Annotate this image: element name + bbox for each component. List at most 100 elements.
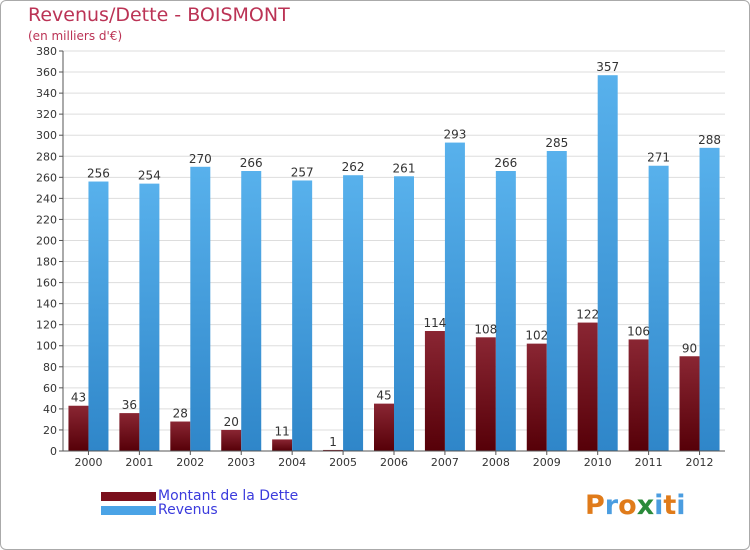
- debt-bar: [424, 331, 445, 451]
- debt-bar: [577, 322, 598, 451]
- y-tick-label: 220: [36, 213, 57, 226]
- revenus-bar-value-label: 293: [443, 128, 466, 142]
- y-tick-label: 200: [36, 234, 57, 247]
- debt-bar: [170, 421, 191, 451]
- x-tick-label: 2009: [533, 456, 561, 469]
- debt-bar-value-label: 102: [525, 329, 548, 343]
- legend-swatch-revenus: [101, 505, 156, 515]
- y-tick-label: 160: [36, 277, 57, 290]
- y-tick-label: 320: [36, 108, 57, 121]
- legend-label-debt: Montant de la Dette: [158, 488, 299, 504]
- debt-bar-value-label: 90: [682, 341, 697, 355]
- debt-bar-value-label: 20: [224, 415, 239, 429]
- revenus-bar: [394, 176, 414, 451]
- y-tick-label: 0: [50, 445, 57, 458]
- legend-item-revenus: Revenus: [101, 502, 218, 518]
- axes: [62, 51, 725, 452]
- revenus-bar-value-label: 266: [494, 156, 517, 170]
- debt-bar: [221, 429, 242, 451]
- legend-label-revenus: Revenus: [158, 502, 218, 518]
- x-tick-label: 2008: [482, 456, 510, 469]
- debt-bar-value-label: 28: [173, 407, 188, 421]
- x-tick-label: 2012: [686, 456, 714, 469]
- x-tick-label: 2004: [278, 456, 306, 469]
- y-tick-label: 380: [36, 45, 57, 58]
- logo-letter: t: [663, 490, 677, 521]
- debt-bar-value-label: 45: [376, 389, 391, 403]
- y-tick-label: 60: [43, 382, 57, 395]
- debt-bar-value-label: 108: [474, 322, 497, 336]
- y-tick-label: 140: [36, 298, 57, 311]
- revenus-bar: [190, 166, 211, 451]
- debt-bar-value-label: 1: [329, 435, 337, 449]
- legend-swatch-debt: [101, 491, 156, 501]
- revenus-bar-value-label: 285: [545, 136, 568, 150]
- y-tick-label: 80: [43, 361, 57, 374]
- revenus-bar-value-label: 254: [138, 169, 161, 183]
- debt-bar-value-label: 122: [576, 308, 599, 322]
- revenus-bar: [241, 171, 262, 451]
- revenus-bar-value-label: 288: [698, 133, 721, 147]
- logo-letter: x: [636, 490, 655, 521]
- y-tick-label: 180: [36, 256, 57, 269]
- debt-bar: [272, 439, 293, 451]
- x-tick-label: 2002: [176, 456, 204, 469]
- revenus-bar: [343, 175, 364, 452]
- revenus-bar: [699, 147, 720, 451]
- x-tick-label: 2006: [380, 456, 408, 469]
- data-labels: 43 256 36 254 28 270 20 266 11 257 1 262 45 261 114 293…: [71, 60, 721, 449]
- x-tick-label: 2001: [125, 456, 153, 469]
- y-tick-label: 100: [36, 340, 57, 353]
- debt-bar: [68, 405, 89, 451]
- y-tick-label: 260: [36, 171, 57, 184]
- revenus-bar-value-label: 266: [240, 156, 263, 170]
- debt-bar: [628, 339, 649, 451]
- bars: [68, 75, 720, 452]
- revenus-bar: [292, 180, 313, 451]
- y-tick-label: 340: [36, 87, 57, 100]
- debt-bar-value-label: 114: [423, 316, 446, 330]
- revenus-bar-value-label: 357: [596, 60, 619, 74]
- y-tick-label: 280: [36, 150, 57, 163]
- y-tick-label: 20: [43, 424, 57, 437]
- revenus-bar: [88, 181, 109, 452]
- legend-item-debt: Montant de la Dette: [101, 488, 298, 504]
- debt-bar-value-label: 43: [71, 391, 86, 405]
- y-tick-label: 240: [36, 192, 57, 205]
- y-axis-ticks: 0 20 40 60 80 100 120 140 160 180 200 220 240 260 280 3…: [36, 45, 63, 458]
- x-tick-label: 2010: [584, 456, 612, 469]
- debt-bar: [323, 449, 344, 451]
- debt-bar: [119, 413, 140, 451]
- revenus-bar-value-label: 270: [189, 152, 212, 166]
- debt-bar: [374, 403, 394, 451]
- revenus-bar-value-label: 262: [342, 160, 365, 174]
- x-tick-label: 2005: [329, 456, 357, 469]
- debt-bar: [526, 343, 547, 451]
- y-tick-label: 300: [36, 129, 57, 142]
- logo-letter: P: [585, 490, 605, 521]
- x-tick-label: 2000: [74, 456, 102, 469]
- y-tick-label: 40: [43, 403, 57, 416]
- x-axis-ticks: 2000 2001 2002 2003 2004 2005 2006 2007 2008 2009…: [74, 451, 714, 469]
- debt-bar-value-label: 36: [122, 398, 137, 412]
- debt-bar: [679, 356, 700, 451]
- revenus-bar: [597, 75, 618, 452]
- revenus-bar-value-label: 271: [647, 151, 670, 165]
- x-tick-label: 2007: [431, 456, 459, 469]
- revenus-bar: [648, 165, 669, 451]
- x-tick-label: 2003: [227, 456, 255, 469]
- chart-title: Revenus/Dette - BOISMONT: [28, 4, 290, 26]
- y-tick-label: 120: [36, 319, 57, 332]
- logo-letter: o: [618, 490, 637, 521]
- revenus-bar: [139, 183, 160, 451]
- revenus-bar-value-label: 261: [393, 161, 416, 175]
- debt-bar: [475, 337, 496, 451]
- revenus-bar: [546, 151, 567, 451]
- chart-subtitle: (en milliers d'€): [28, 29, 123, 43]
- x-tick-label: 2011: [635, 456, 663, 469]
- revenus-bar: [495, 171, 516, 451]
- debt-bar-value-label: 106: [627, 324, 650, 338]
- revenus-bar: [444, 142, 465, 451]
